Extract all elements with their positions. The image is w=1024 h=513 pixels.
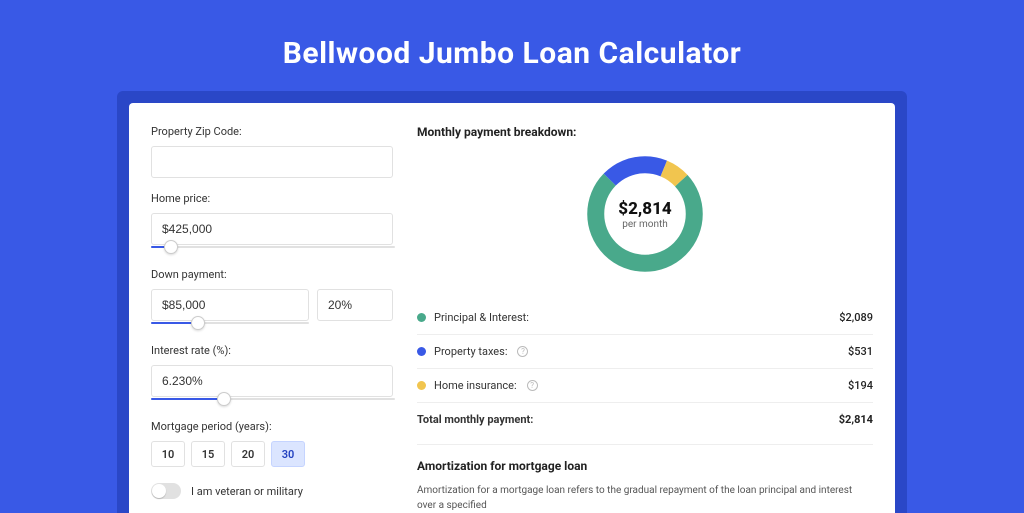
legend-value: $2,089 bbox=[839, 311, 873, 324]
legend-dot bbox=[417, 381, 426, 390]
legend-label: Principal & Interest: bbox=[434, 311, 529, 324]
slider-thumb[interactable] bbox=[164, 240, 178, 254]
mortgage-period-group: 10152030 bbox=[151, 441, 395, 467]
label-down-payment: Down payment: bbox=[151, 268, 395, 281]
card-backdrop: Property Zip Code: Home price: Down paym… bbox=[117, 91, 907, 513]
legend: Principal & Interest: $2,089 Property taxe… bbox=[417, 301, 873, 402]
donut-sub: per month bbox=[622, 219, 668, 230]
field-veteran: I am veteran or military bbox=[151, 483, 395, 499]
slider-thumb[interactable] bbox=[191, 316, 205, 330]
home-price-input[interactable] bbox=[151, 213, 393, 245]
legend-row: Principal & Interest: $2,089 bbox=[417, 301, 873, 334]
donut-center: $2,814 per month bbox=[580, 149, 710, 279]
veteran-toggle[interactable] bbox=[151, 483, 181, 499]
breakdown-title: Monthly payment breakdown: bbox=[417, 125, 873, 139]
interest-rate-slider[interactable] bbox=[151, 394, 395, 406]
donut-chart-wrap: $2,814 per month bbox=[417, 149, 873, 279]
zip-input[interactable] bbox=[151, 146, 393, 178]
down-payment-slider[interactable] bbox=[151, 318, 309, 330]
slider-track bbox=[151, 246, 395, 248]
field-interest-rate: Interest rate (%): bbox=[151, 344, 395, 406]
legend-label: Property taxes: bbox=[434, 345, 507, 358]
label-veteran: I am veteran or military bbox=[191, 485, 303, 498]
legend-total-row: Total monthly payment: $2,814 bbox=[417, 402, 873, 436]
legend-value: $194 bbox=[848, 379, 873, 392]
field-mortgage-period: Mortgage period (years): 10152030 bbox=[151, 420, 395, 467]
home-price-slider[interactable] bbox=[151, 242, 395, 254]
calculator-card: Property Zip Code: Home price: Down paym… bbox=[129, 103, 895, 513]
amortization-section: Amortization for mortgage loan Amortizat… bbox=[417, 444, 873, 513]
donut-amount: $2,814 bbox=[618, 199, 671, 219]
down-payment-input[interactable] bbox=[151, 289, 309, 321]
slider-fill bbox=[151, 398, 224, 400]
legend-row: Home insurance:? $194 bbox=[417, 368, 873, 402]
mortgage-period-option[interactable]: 15 bbox=[191, 441, 225, 467]
field-zip: Property Zip Code: bbox=[151, 125, 395, 178]
legend-total-label: Total monthly payment: bbox=[417, 413, 533, 426]
legend-dot bbox=[417, 347, 426, 356]
results-panel: Monthly payment breakdown: $2,814 per mo… bbox=[395, 103, 895, 513]
label-interest-rate: Interest rate (%): bbox=[151, 344, 395, 357]
label-zip: Property Zip Code: bbox=[151, 125, 395, 138]
info-icon[interactable]: ? bbox=[517, 346, 528, 357]
info-icon[interactable]: ? bbox=[527, 380, 538, 391]
mortgage-period-option[interactable]: 20 bbox=[231, 441, 265, 467]
form-panel: Property Zip Code: Home price: Down paym… bbox=[129, 103, 395, 513]
mortgage-period-option[interactable]: 10 bbox=[151, 441, 185, 467]
legend-label: Home insurance: bbox=[434, 379, 517, 392]
legend-row: Property taxes:? $531 bbox=[417, 334, 873, 368]
label-home-price: Home price: bbox=[151, 192, 395, 205]
label-mortgage-period: Mortgage period (years): bbox=[151, 420, 395, 433]
interest-rate-input[interactable] bbox=[151, 365, 393, 397]
field-down-payment: Down payment: bbox=[151, 268, 395, 330]
amortization-text: Amortization for a mortgage loan refers … bbox=[417, 483, 873, 513]
donut-chart: $2,814 per month bbox=[580, 149, 710, 279]
down-payment-pct-input[interactable] bbox=[317, 289, 393, 321]
field-home-price: Home price: bbox=[151, 192, 395, 254]
legend-value: $531 bbox=[848, 345, 873, 358]
legend-total-value: $2,814 bbox=[839, 413, 873, 426]
slider-thumb[interactable] bbox=[217, 392, 231, 406]
amortization-title: Amortization for mortgage loan bbox=[417, 459, 873, 473]
mortgage-period-option[interactable]: 30 bbox=[271, 441, 305, 467]
page-title: Bellwood Jumbo Loan Calculator bbox=[283, 36, 742, 71]
legend-dot bbox=[417, 313, 426, 322]
